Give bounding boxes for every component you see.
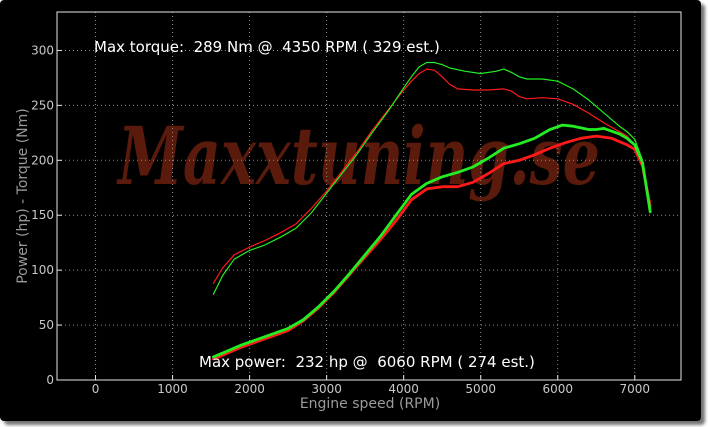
y-tick-label: 250 (31, 98, 54, 112)
chart-frame (0, 0, 701, 421)
series-group (212, 61, 652, 361)
x-tick-label: 7000 (620, 382, 651, 396)
y-tick-label: 100 (31, 263, 54, 277)
y-tick-label: 0 (46, 373, 54, 387)
y-axis: 0 50 100 150 200 250 300 (31, 43, 62, 387)
x-axis: 0 1000 2000 3000 4000 5000 6000 7000 (92, 375, 650, 396)
power-red-line (212, 134, 652, 361)
y-tick-label: 150 (31, 208, 54, 222)
x-tick-label: 6000 (542, 382, 573, 396)
watermark: Maxxtuning.se (116, 109, 600, 203)
y-axis-label: Power (hp) - Torque (Nm) (15, 108, 31, 284)
torque-red-line (212, 68, 651, 284)
y-tick-label: 50 (39, 318, 54, 332)
max-power-annotation: Max power: 232 hp @ 6060 RPM ( 274 est.) (199, 353, 535, 371)
x-tick-label: 1000 (157, 382, 188, 396)
x-tick-label: 0 (92, 382, 100, 396)
x-tick-label: 4000 (388, 382, 419, 396)
plot-area-border (56, 11, 682, 381)
x-tick-label: 3000 (311, 382, 342, 396)
torque-green-line (212, 61, 651, 295)
power-green-line (212, 123, 652, 359)
y-tick-label: 200 (31, 153, 54, 167)
x-tick-label: 5000 (465, 382, 496, 396)
max-torque-annotation: Max torque: 289 Nm @ 4350 RPM ( 329 est.… (94, 38, 440, 56)
x-tick-label: 2000 (234, 382, 265, 396)
grid (57, 12, 681, 381)
y-tick-label: 300 (31, 43, 54, 57)
x-axis-label: Engine speed (RPM) (300, 396, 440, 412)
